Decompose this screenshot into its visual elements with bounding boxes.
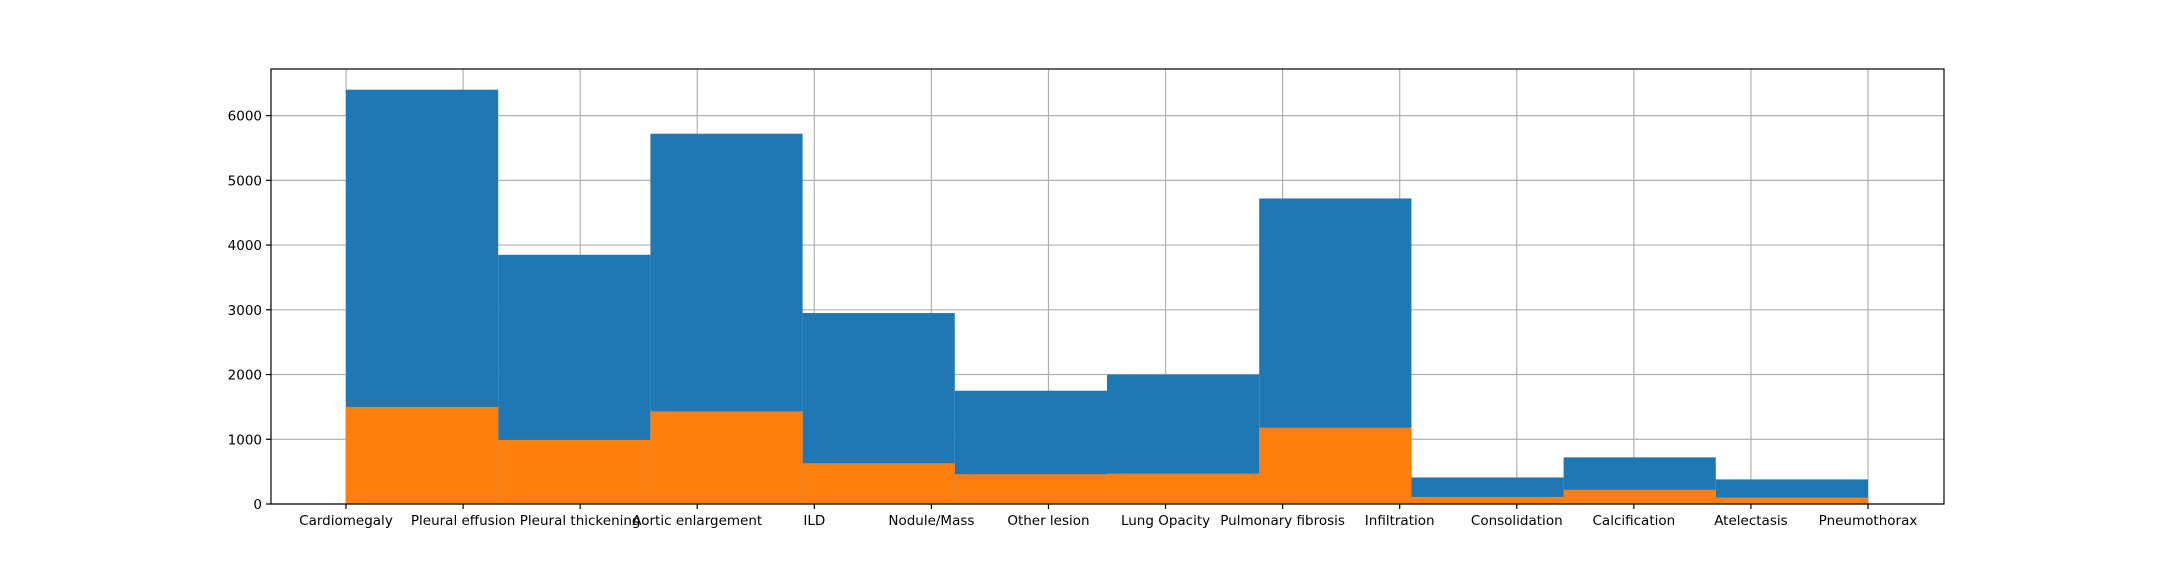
x-tick-label: Aortic enlargement (632, 513, 762, 529)
histogram-bar (1563, 489, 1716, 504)
histogram-bar (802, 463, 955, 504)
histogram-bar (650, 411, 803, 504)
axes-layer (270, 68, 1945, 505)
x-tick-label: Nodule/Mass (888, 513, 974, 529)
x-tick-label: Calcification (1593, 513, 1676, 529)
y-tick-label: 1000 (228, 432, 262, 448)
histogram-bar (954, 474, 1107, 504)
histogram-bar (346, 406, 499, 504)
x-tick-label: Lung Opacity (1121, 513, 1210, 529)
x-tick-label: Pleural thickening (520, 513, 641, 529)
y-tick-label: 5000 (228, 173, 262, 189)
x-tick-label: Pneumothorax (1819, 513, 1918, 529)
y-tick-label: 3000 (228, 303, 262, 319)
x-tick-label: Pleural effusion (411, 513, 515, 529)
x-tick-label: Cardiomegaly (299, 513, 393, 529)
x-tick-label: Other lesion (1007, 513, 1089, 529)
x-tick-label: Consolidation (1471, 513, 1563, 529)
y-tick-label: 2000 (228, 368, 262, 384)
y-tick-label: 0 (253, 497, 262, 513)
x-tick-label: Atelectasis (1714, 513, 1787, 529)
bars-layer (346, 89, 1868, 504)
x-tick-label: ILD (803, 513, 825, 529)
histogram-bar (1107, 473, 1260, 504)
ticks-layer: Cardiomegaly Pleural effusion Pleural thic… (228, 109, 1918, 529)
histogram-bar (1715, 497, 1868, 504)
y-tick-label: 6000 (228, 109, 262, 125)
x-tick-label: Pulmonary fibrosis (1220, 513, 1345, 529)
x-tick-label: Infiltration (1365, 513, 1435, 529)
histogram-bar (1411, 496, 1564, 504)
histogram-bar (1259, 427, 1412, 504)
axes-frame (270, 68, 1945, 505)
y-tick-label: 4000 (228, 238, 262, 254)
histogram-bar (498, 439, 651, 504)
